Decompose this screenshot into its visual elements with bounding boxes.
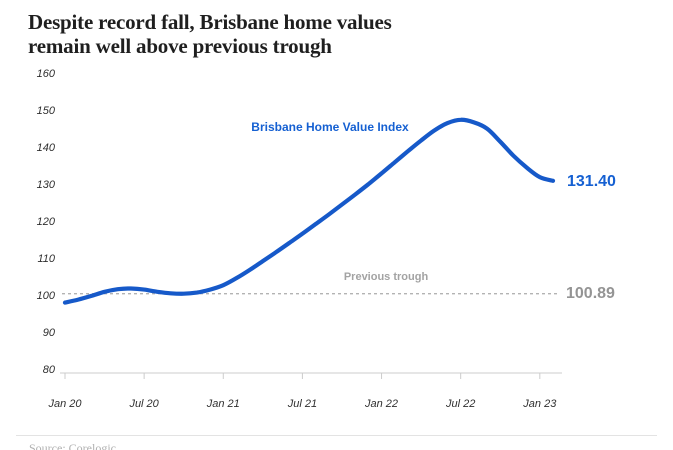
latest-value-label: 131.40 [567, 173, 616, 190]
reference-line-value: 100.89 [566, 285, 615, 302]
chart-title: Despite record fall, Brisbane home value… [28, 10, 392, 58]
chart-title-line2: remain well above previous trough [28, 34, 332, 58]
home-value-index-line [62, 117, 556, 305]
chart-area: 160 150 140 130 120 110 100 90 80 Jan 20 Jul 20 Ja… [37, 68, 616, 410]
source-attribution: Source: Corelogic [29, 441, 116, 450]
line-chart-canvas [60, 117, 562, 379]
footer-divider [16, 435, 657, 436]
chart-title-line1: Despite record fall, Brisbane home value… [28, 10, 392, 34]
series-label: Brisbane Home Value Index [251, 120, 409, 134]
reference-line-label: Previous trough [343, 271, 429, 283]
